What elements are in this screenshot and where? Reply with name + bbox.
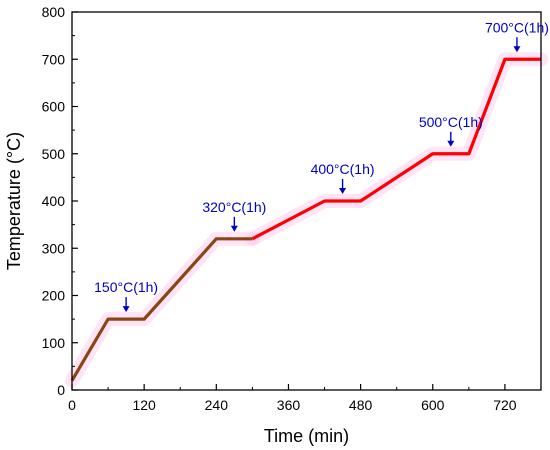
series-1-line (251, 57, 541, 241)
y-tick-label-4: 400 (42, 193, 66, 209)
annotation-label-2: 400°C(1h) (311, 161, 375, 177)
annotation-arrow-head-3 (447, 140, 455, 147)
y-tick-label-7: 700 (42, 51, 66, 67)
annotation-label-0: 150°C(1h) (94, 279, 158, 295)
y-tick-label-5: 500 (42, 146, 66, 162)
axis-ticks-layer: 0 120 240 360 480 600 720 0 100 200 300 400 500 600 70… (42, 4, 517, 413)
x-tick-label-4: 480 (349, 397, 373, 413)
y-tick-label-0: 0 (57, 382, 65, 398)
x-tick-label-1: 120 (132, 397, 156, 413)
annotation-label-4: 700°C(1h) (485, 19, 549, 35)
annotation-label-1: 320°C(1h) (202, 199, 266, 215)
series-shadow-layer (65, 52, 548, 388)
annotation-arrow-head-2 (339, 188, 347, 194)
plot-frame (71, 11, 542, 391)
annotations-layer: 150°C(1h) 320°C(1h) 400°C(1h) 500°C(1h) 700°… (94, 19, 549, 313)
y-tick-label-3: 300 (42, 240, 66, 256)
x-tick-label-3: 360 (277, 397, 301, 413)
y-tick-label-8: 800 (42, 4, 66, 20)
y-tick-label-6: 600 (42, 99, 66, 115)
x-tick-label-5: 600 (421, 397, 445, 413)
y-tick-label-2: 200 (42, 288, 66, 304)
series-0-shadow (65, 231, 260, 388)
annotation-arrow-head-1 (230, 225, 238, 232)
x-axis-label: Time (min) (264, 426, 349, 446)
y-tick-label-1: 100 (42, 335, 66, 351)
series-lines-layer (70, 57, 541, 382)
series-1-shadow (245, 52, 548, 246)
annotation-arrow-head-4 (513, 46, 521, 53)
series-0-line (70, 237, 253, 382)
annotation-label-3: 500°C(1h) (419, 114, 483, 130)
annotation-arrow-head-0 (122, 306, 130, 313)
y-axis-label: Temperature (°C) (4, 132, 24, 270)
x-tick-label-0: 0 (68, 397, 76, 413)
x-tick-label-2: 240 (205, 397, 229, 413)
x-tick-label-6: 720 (493, 397, 517, 413)
